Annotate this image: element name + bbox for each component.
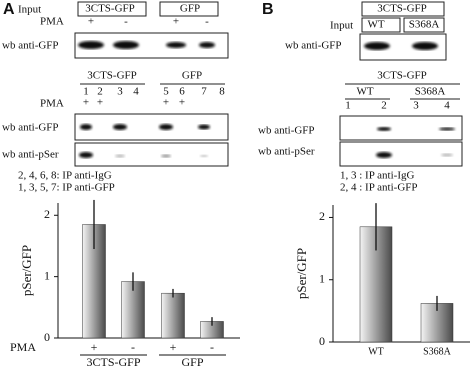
blot: [74, 113, 229, 141]
group-label: 3CTS-GFP: [377, 3, 427, 15]
pma-sign: -: [124, 16, 128, 28]
blot: [339, 141, 463, 167]
lane-box: [403, 17, 445, 33]
band: [78, 41, 104, 49]
category-title: PMA: [10, 340, 36, 354]
band: [79, 152, 93, 158]
group-label: GFP: [180, 3, 200, 15]
wb-label: wb anti-GFP: [2, 122, 59, 134]
panel-label: B: [262, 1, 274, 18]
group-label: GFP: [182, 70, 202, 82]
bar: [161, 292, 185, 339]
lane-number: 6: [179, 86, 185, 98]
group-box: [159, 1, 219, 17]
lane-number: 3: [117, 86, 123, 98]
band: [364, 42, 390, 50]
legend-text: 1, 3, 5, 7: IP anti-GFP: [18, 182, 115, 194]
pma-sign: -: [205, 16, 209, 28]
pma-label: PMA: [40, 98, 64, 110]
blot: [74, 142, 229, 167]
legend-text: 2, 4, 6, 8: IP anti-IgG: [18, 170, 112, 182]
band: [199, 42, 215, 48]
y-tick-label: 2: [319, 209, 325, 223]
group-label: GFP: [181, 355, 203, 369]
variant-label: S368A: [415, 86, 446, 98]
blot: [359, 33, 447, 61]
blot: [74, 32, 229, 59]
lane-number: 4: [133, 86, 139, 98]
band: [113, 124, 127, 130]
band: [80, 124, 92, 130]
x-tick-label: -: [131, 340, 135, 354]
wb-label: wb anti-GFP: [2, 40, 59, 52]
wb-label: wb anti-GFP: [258, 125, 315, 137]
band: [200, 154, 208, 158]
group-label: 3CTS-GFP: [377, 70, 427, 82]
y-tick-label: 2: [44, 207, 50, 221]
y-tick-label: 0: [44, 330, 50, 344]
group-label: 3CTS-GFP: [85, 3, 135, 15]
lane-number: 1: [345, 100, 351, 112]
y-tick-label: 1: [44, 268, 50, 282]
lane-number: 7: [201, 86, 207, 98]
band: [377, 127, 391, 131]
band: [161, 154, 171, 158]
row-title: Input: [18, 4, 41, 16]
wb-label: wb anti-GFP: [285, 40, 342, 52]
band: [198, 124, 210, 130]
group-box: [361, 1, 445, 17]
band: [376, 152, 392, 158]
pma-sign: +: [173, 16, 179, 28]
band: [159, 124, 173, 130]
row-title: Input: [330, 20, 353, 32]
lane-number: 3: [413, 100, 419, 112]
pma-sign: +: [83, 97, 89, 109]
pma-sign: +: [179, 97, 185, 109]
lane-label: WT: [367, 19, 384, 31]
lane-number: 2: [97, 86, 103, 98]
lane-number: 2: [381, 100, 387, 112]
group-box: [77, 1, 147, 17]
group-label: 3CTS-GFP: [86, 355, 140, 369]
x-tick-label: +: [91, 340, 98, 354]
lane-number: 8: [219, 86, 225, 98]
lane-label: S368A: [409, 19, 440, 31]
pma-label: PMA: [40, 16, 64, 28]
legend-text: 2, 4 : IP anti-GFP: [340, 182, 418, 194]
band: [439, 127, 455, 131]
y-axis-title: pSer/GFP: [294, 248, 309, 299]
band: [115, 154, 125, 158]
pma-sign: +: [88, 16, 94, 28]
x-tick-label: WT: [368, 346, 384, 357]
pma-sign: +: [163, 97, 169, 109]
wb-label: wb anti-pSer: [2, 149, 59, 161]
band: [113, 41, 139, 49]
x-tick-label: -: [210, 340, 214, 354]
lane-number: 5: [163, 86, 169, 98]
band: [441, 153, 453, 157]
pma-sign: +: [97, 97, 103, 109]
group-label: 3CTS-GFP: [87, 70, 137, 82]
variant-label: WT: [356, 86, 373, 98]
lane-box: [361, 17, 401, 33]
x-tick-label: S368A: [423, 346, 452, 357]
wb-label: wb anti-pSer: [258, 146, 315, 158]
band: [166, 42, 186, 48]
y-tick-label: 1: [319, 271, 325, 285]
lane-number: 4: [444, 100, 450, 112]
lane-number: 1: [83, 86, 89, 98]
y-axis-title: pSer/GFP: [19, 245, 34, 296]
band: [412, 42, 438, 50]
blot: [339, 115, 463, 141]
y-tick-label: 0: [319, 334, 325, 348]
panel-label: A: [3, 1, 15, 18]
x-tick-label: +: [170, 340, 177, 354]
legend-text: 1, 3 : IP anti-IgG: [340, 170, 414, 182]
